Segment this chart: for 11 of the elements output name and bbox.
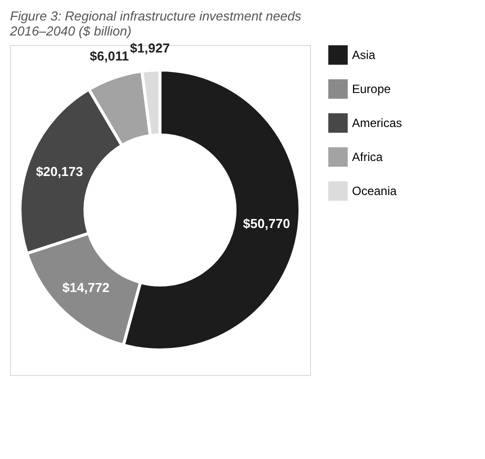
legend-label: Asia xyxy=(352,48,376,62)
data-label: $14,772 xyxy=(62,280,110,295)
legend-label: Europe xyxy=(352,82,392,96)
data-label: $20,173 xyxy=(36,164,83,179)
data-label: $1,927 xyxy=(130,40,170,56)
legend-label: Oceania xyxy=(352,184,398,198)
chart-title: Figure 3: Regional infrastructure investment needs 2016–2040 ($ billion) xyxy=(9,8,302,38)
legend-label: Africa xyxy=(352,150,383,164)
data-label: $50,770 xyxy=(243,216,290,232)
data-label: $6,011 xyxy=(90,48,129,64)
legend-label: Americas xyxy=(352,116,402,130)
